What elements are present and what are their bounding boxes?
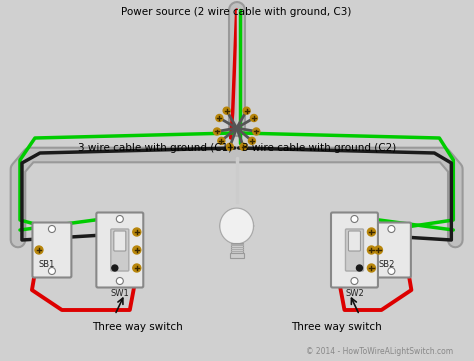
Circle shape xyxy=(240,143,247,150)
Circle shape xyxy=(374,246,383,254)
Circle shape xyxy=(133,246,141,254)
Circle shape xyxy=(248,137,255,144)
Text: Power source (2 wire cable with ground, C3): Power source (2 wire cable with ground, … xyxy=(121,7,352,17)
Circle shape xyxy=(116,278,123,284)
Circle shape xyxy=(48,226,55,232)
Polygon shape xyxy=(219,208,254,244)
Text: SW2: SW2 xyxy=(345,289,364,298)
Text: SB2: SB2 xyxy=(378,260,395,269)
Circle shape xyxy=(48,268,55,274)
Circle shape xyxy=(35,246,43,254)
Text: Three way switch: Three way switch xyxy=(291,322,382,332)
Circle shape xyxy=(112,265,118,271)
Circle shape xyxy=(116,216,123,222)
FancyBboxPatch shape xyxy=(114,231,126,251)
Text: 3 wire cable with ground (C2): 3 wire cable with ground (C2) xyxy=(242,143,397,153)
Circle shape xyxy=(223,107,230,114)
Circle shape xyxy=(351,278,358,284)
Bar xyxy=(231,243,243,253)
Circle shape xyxy=(253,128,260,135)
Circle shape xyxy=(218,137,225,144)
Circle shape xyxy=(388,226,395,232)
Text: © 2014 - HowToWireALightSwitch.com: © 2014 - HowToWireALightSwitch.com xyxy=(306,347,453,356)
FancyBboxPatch shape xyxy=(96,213,143,287)
Text: SB1: SB1 xyxy=(39,260,55,269)
FancyBboxPatch shape xyxy=(331,213,378,287)
Circle shape xyxy=(351,216,358,222)
Circle shape xyxy=(356,265,363,271)
Circle shape xyxy=(243,107,250,114)
FancyBboxPatch shape xyxy=(346,229,364,271)
Text: SW1: SW1 xyxy=(110,289,129,298)
FancyBboxPatch shape xyxy=(111,229,129,271)
Circle shape xyxy=(388,268,395,274)
Circle shape xyxy=(133,228,141,236)
Circle shape xyxy=(367,228,375,236)
Circle shape xyxy=(367,246,375,254)
Circle shape xyxy=(367,264,375,272)
Circle shape xyxy=(250,114,257,122)
Circle shape xyxy=(213,128,220,135)
Circle shape xyxy=(216,114,223,122)
Text: Three way switch: Three way switch xyxy=(92,322,183,332)
FancyBboxPatch shape xyxy=(348,231,360,251)
FancyBboxPatch shape xyxy=(372,222,411,278)
FancyBboxPatch shape xyxy=(32,222,72,278)
Bar xyxy=(230,253,244,258)
Text: 3 wire cable with ground (C1): 3 wire cable with ground (C1) xyxy=(78,143,232,153)
Circle shape xyxy=(133,264,141,272)
Circle shape xyxy=(226,143,233,150)
